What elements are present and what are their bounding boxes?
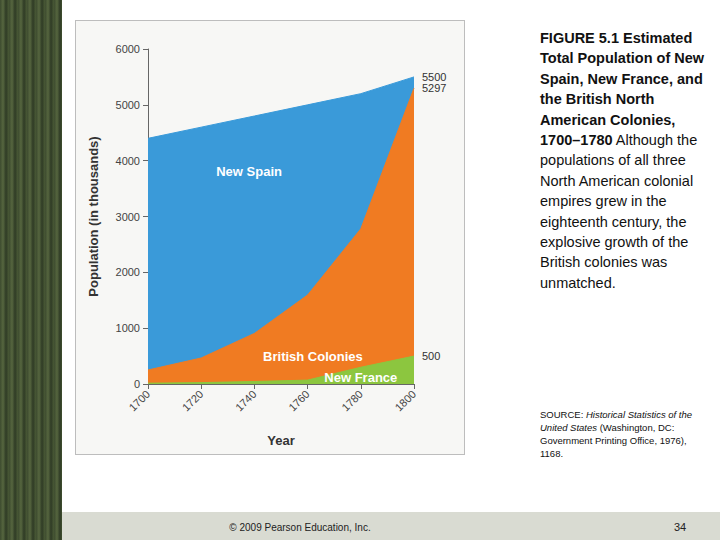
html-text:FIGURE 5.1 Estimated Total Pop: FIGURE 5.1 Estimated Total Population of… xyxy=(540,30,705,291)
svg-text:1720: 1720 xyxy=(180,388,206,414)
html-text:SOURCE: Historical Statistics: SOURCE: Historical Statistics of the Uni… xyxy=(540,409,693,459)
svg-text:1800: 1800 xyxy=(392,388,418,414)
svg-text:1760: 1760 xyxy=(286,388,312,414)
html-text:34: 34 xyxy=(673,521,687,533)
svg-text:British Colonies: British Colonies xyxy=(263,349,363,364)
svg-text:1780: 1780 xyxy=(339,388,365,414)
svg-text:500: 500 xyxy=(422,350,440,362)
svg-text:5500: 5500 xyxy=(422,71,446,83)
svg-text:5297: 5297 xyxy=(422,82,446,94)
html-text:© 2009 Pearson Education, Inc.: © 2009 Pearson Education, Inc. xyxy=(229,522,371,533)
svg-text:Year: Year xyxy=(267,433,294,448)
svg-text:1000: 1000 xyxy=(116,322,140,334)
svg-text:3000: 3000 xyxy=(116,211,140,223)
svg-text:0: 0 xyxy=(134,378,140,390)
svg-text:1740: 1740 xyxy=(233,388,259,414)
svg-text:New France: New France xyxy=(324,370,397,385)
svg-text:Population (in thousands): Population (in thousands) xyxy=(86,136,101,296)
svg-text:6000: 6000 xyxy=(116,43,140,55)
svg-text:New Spain: New Spain xyxy=(216,164,282,179)
svg-text:2000: 2000 xyxy=(116,266,140,278)
svg-text:1700: 1700 xyxy=(126,388,152,414)
svg-text:5000: 5000 xyxy=(116,99,140,111)
svg-text:4000: 4000 xyxy=(116,155,140,167)
